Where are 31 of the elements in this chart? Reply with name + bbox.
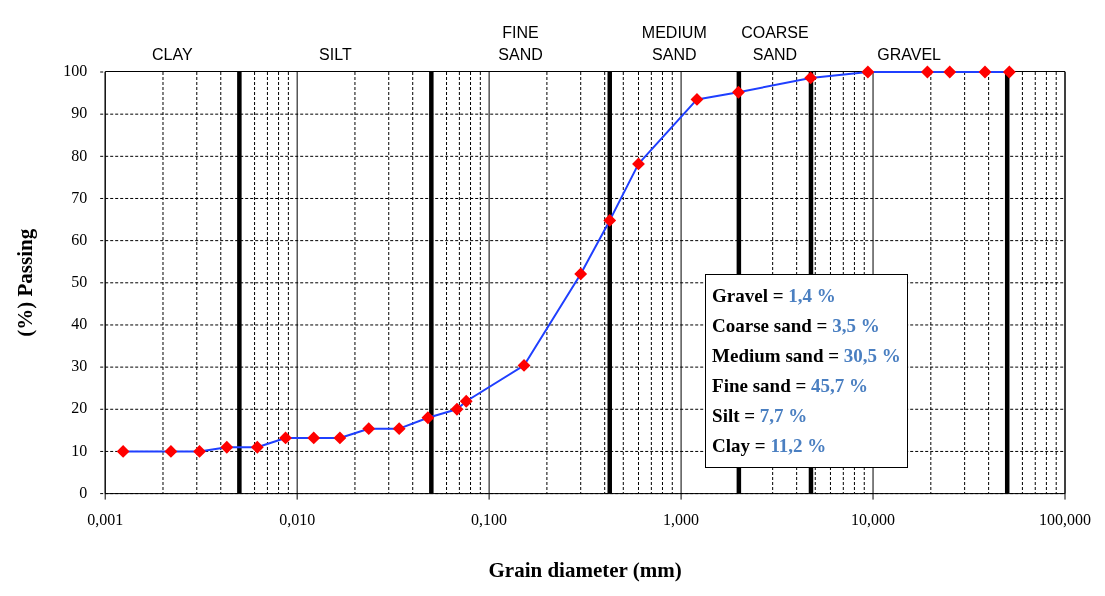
y-tick-label: 60 xyxy=(71,230,88,248)
y-tick-label: 20 xyxy=(71,399,88,417)
y-tick-label: 90 xyxy=(71,104,88,122)
y-tick-label: 70 xyxy=(71,188,88,206)
x-tick-label: 10,000 xyxy=(851,511,896,529)
annotation: Silt = 7,7 % xyxy=(712,405,808,427)
x-axis-title: Grain diameter (mm) xyxy=(488,557,682,582)
annotation: Clay = 11,2 % xyxy=(712,435,827,457)
text: COARSE SAND xyxy=(741,24,809,64)
text: CLAY xyxy=(151,46,193,64)
y-tick-label: 10 xyxy=(71,441,88,459)
annotation: Coarse sand = 3,5 % xyxy=(712,315,880,337)
y-tick-label: 50 xyxy=(71,273,88,290)
y-tick-label: 80 xyxy=(71,146,88,164)
annotation: Medium sand = 30,5 % xyxy=(712,345,901,367)
x-tick-label: 1,000 xyxy=(663,511,700,529)
x-tick-label: 0,001 xyxy=(87,511,124,529)
annotation: Fine sand = 45,7 % xyxy=(712,375,869,397)
text: FINE SAND xyxy=(498,24,543,64)
text: GRAVEL xyxy=(877,46,942,64)
x-tick-label: 100,000 xyxy=(1039,511,1091,529)
text: SILT xyxy=(319,46,352,64)
y-tick-label: 30 xyxy=(71,357,88,375)
y-tick-label: 0 xyxy=(79,483,88,501)
annotation: Gravel = 1,4 % xyxy=(712,285,836,307)
y-tick-label: 100 xyxy=(63,62,88,80)
y-tick-label: 40 xyxy=(71,315,88,333)
x-tick-label: 0,010 xyxy=(279,511,316,529)
text: MEDIUM SAND xyxy=(641,24,707,64)
x-tick-label: 0,100 xyxy=(471,511,508,529)
y-axis-title: (%) Passing xyxy=(13,228,38,337)
